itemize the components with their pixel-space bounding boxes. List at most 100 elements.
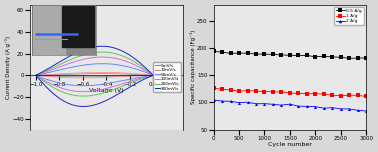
Line: 10mV/s: 10mV/s [36, 72, 153, 78]
0.5 A/g [355, 57, 360, 59]
Line: 5mV/s: 5mV/s [36, 74, 153, 77]
Legend: 0.5 A/g, 1 A/g, 2 A/g: 0.5 A/g, 1 A/g, 2 A/g [334, 7, 364, 25]
100mV/s [81, 91, 85, 93]
100mV/s [40, 78, 45, 80]
Line: 1 A/g: 1 A/g [212, 87, 368, 98]
1 A/g [322, 93, 326, 95]
Line: 50mV/s: 50mV/s [36, 64, 153, 86]
5mV/s [81, 76, 86, 78]
0.5 A/g [245, 52, 250, 54]
1 A/g [220, 88, 225, 90]
0.5 A/g [305, 55, 309, 56]
2 A/g [245, 101, 250, 103]
300mV/s [81, 105, 85, 107]
2 A/g [288, 103, 292, 105]
200mV/s [34, 74, 38, 76]
1 A/g [330, 94, 335, 96]
2 A/g [355, 109, 360, 111]
Line: 0.5 A/g: 0.5 A/g [212, 50, 368, 60]
0.5 A/g [237, 52, 241, 54]
50mV/s [34, 74, 38, 76]
2 A/g [228, 100, 233, 102]
0.5 A/g [296, 55, 301, 56]
5mV/s [100, 73, 105, 75]
1 A/g [262, 91, 267, 93]
10mV/s [81, 77, 86, 79]
X-axis label: Cycle number: Cycle number [268, 142, 312, 147]
200mV/s [40, 79, 45, 81]
0.5 A/g [347, 57, 352, 59]
Line: 200mV/s: 200mV/s [36, 52, 153, 96]
50mV/s [49, 71, 53, 73]
Legend: 5mV/s, 10mV/s, 50mV/s, 100mV/s, 200mV/s, 300mV/s: 5mV/s, 10mV/s, 50mV/s, 100mV/s, 200mV/s,… [153, 62, 181, 92]
5mV/s [40, 75, 45, 77]
2 A/g [271, 103, 275, 105]
300mV/s [81, 106, 86, 107]
0.5 A/g [288, 54, 292, 56]
1 A/g [355, 94, 360, 96]
5mV/s [34, 74, 38, 76]
1 A/g [288, 92, 292, 94]
0.5 A/g [330, 56, 335, 58]
1 A/g [211, 87, 216, 89]
100mV/s [112, 57, 116, 59]
1 A/g [313, 93, 318, 95]
1 A/g [305, 93, 309, 95]
0.5 A/g [254, 53, 258, 55]
10mV/s [48, 76, 53, 78]
1 A/g [271, 91, 275, 93]
Y-axis label: Specific capacitance (Fg⁻¹): Specific capacitance (Fg⁻¹) [189, 30, 195, 104]
0.5 A/g [220, 51, 225, 53]
50mV/s [81, 85, 85, 87]
1 A/g [347, 94, 352, 96]
1 A/g [338, 95, 343, 97]
50mV/s [34, 74, 38, 76]
1 A/g [364, 96, 369, 97]
1 A/g [228, 89, 233, 91]
0.5 A/g [262, 53, 267, 55]
2 A/g [338, 108, 343, 110]
50mV/s [100, 63, 105, 65]
100mV/s [100, 56, 105, 58]
0.5 A/g [364, 57, 369, 59]
300mV/s [48, 90, 53, 92]
200mV/s [81, 95, 86, 97]
1 A/g [254, 90, 258, 92]
100mV/s [77, 59, 82, 61]
0.5 A/g [313, 56, 318, 58]
0.5 A/g [228, 52, 233, 54]
2 A/g [322, 107, 326, 109]
5mV/s [34, 74, 38, 76]
300mV/s [100, 45, 105, 47]
2 A/g [364, 110, 369, 112]
10mV/s [81, 77, 85, 79]
10mV/s [34, 74, 38, 76]
10mV/s [49, 74, 53, 75]
300mV/s [34, 74, 38, 76]
50mV/s [40, 77, 45, 79]
300mV/s [40, 82, 45, 84]
10mV/s [34, 74, 38, 76]
1 A/g [245, 90, 250, 92]
Line: 2 A/g: 2 A/g [212, 98, 368, 112]
2 A/g [305, 105, 309, 107]
5mV/s [49, 74, 53, 76]
2 A/g [347, 108, 352, 110]
300mV/s [34, 74, 38, 76]
5mV/s [81, 76, 85, 78]
100mV/s [48, 83, 53, 85]
2 A/g [237, 102, 241, 104]
2 A/g [262, 103, 267, 105]
2 A/g [254, 103, 258, 105]
Line: 100mV/s: 100mV/s [36, 57, 153, 92]
1 A/g [237, 90, 241, 92]
10mV/s [40, 75, 45, 77]
Line: 300mV/s: 300mV/s [36, 46, 153, 107]
200mV/s [81, 95, 85, 97]
200mV/s [34, 74, 38, 76]
300mV/s [49, 66, 53, 68]
200mV/s [100, 51, 105, 53]
5mV/s [77, 73, 82, 75]
2 A/g [313, 106, 318, 107]
10mV/s [100, 71, 105, 73]
